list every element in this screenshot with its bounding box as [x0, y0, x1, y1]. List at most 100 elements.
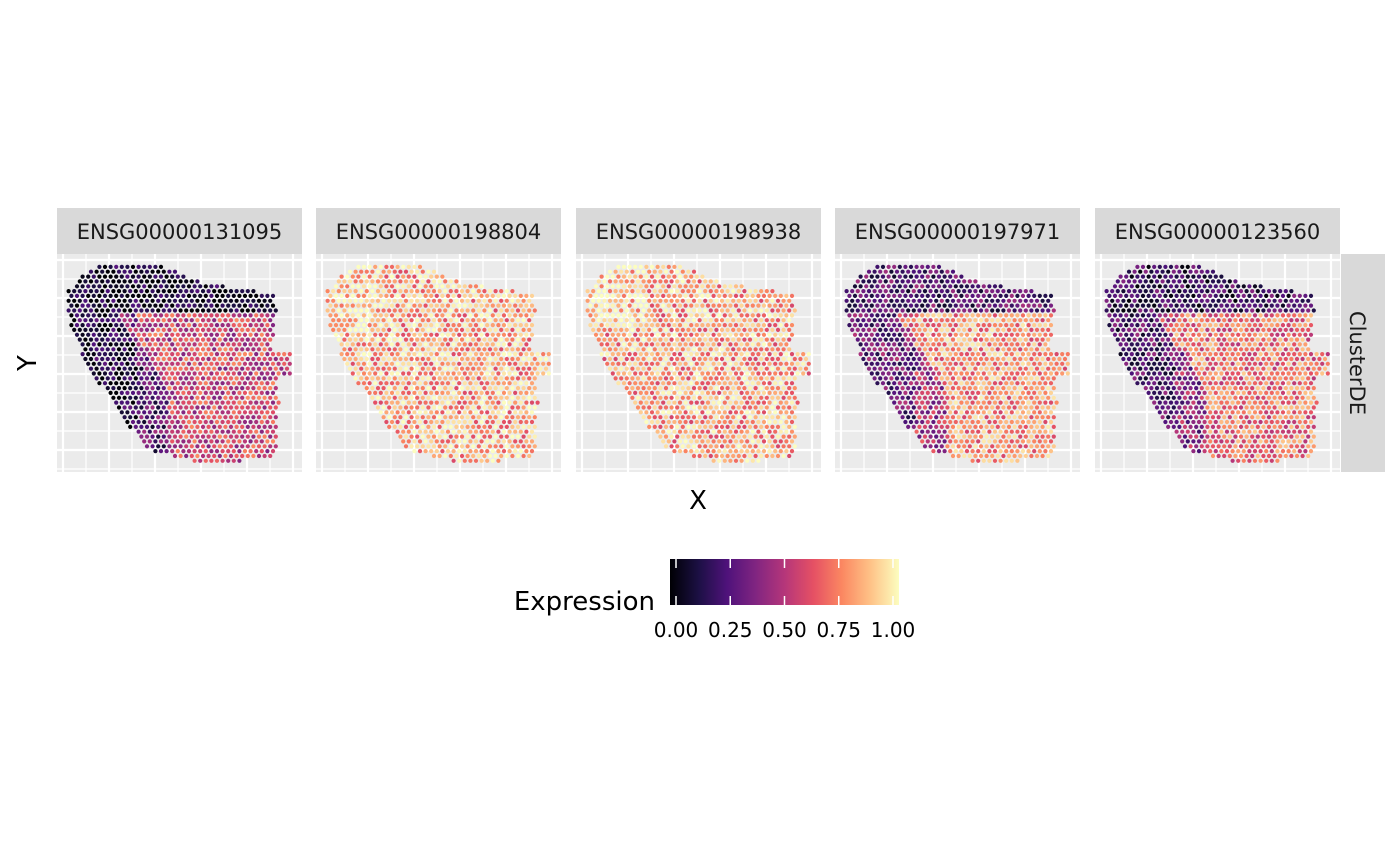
spot [761, 361, 767, 366]
spot [150, 347, 155, 352]
spot [1040, 386, 1045, 391]
spot [936, 293, 942, 298]
spot [276, 352, 281, 357]
spot [630, 279, 635, 284]
spot [680, 424, 685, 429]
spot [136, 390, 141, 395]
spot [663, 366, 669, 371]
spot [181, 429, 186, 434]
spot [728, 352, 733, 357]
spot [764, 289, 769, 294]
spot [147, 313, 152, 318]
spot [212, 308, 217, 313]
spot [114, 342, 119, 347]
spot [973, 376, 978, 381]
spot [883, 386, 888, 391]
spot [759, 395, 764, 400]
spot [742, 347, 747, 352]
spot [962, 453, 967, 459]
spot [633, 274, 638, 279]
spot [917, 366, 922, 371]
spot [527, 395, 532, 400]
spot [240, 337, 245, 342]
spot [395, 400, 400, 405]
spot [767, 410, 772, 415]
spot [731, 327, 736, 332]
spot [147, 400, 152, 405]
spot [116, 337, 122, 342]
spot [666, 274, 671, 279]
spot [655, 323, 660, 328]
spot [745, 381, 750, 386]
spot [515, 347, 521, 352]
spot [1023, 415, 1028, 420]
spot [167, 347, 172, 352]
spot [739, 458, 744, 463]
spot [259, 352, 264, 357]
spot [939, 308, 944, 313]
spot [479, 390, 484, 395]
spot [616, 361, 621, 366]
spot [756, 352, 761, 357]
spot [91, 323, 96, 328]
spot [990, 327, 995, 332]
spot [443, 356, 448, 362]
spot [739, 342, 744, 347]
spot [265, 381, 270, 386]
spot [931, 419, 936, 425]
spot [607, 289, 613, 294]
spot [630, 269, 635, 274]
spot [894, 279, 900, 284]
spot [892, 400, 897, 405]
facet-ENSG00000198804: ENSG00000198804 [316, 208, 561, 472]
spot [886, 303, 891, 308]
spot [443, 376, 448, 381]
spot [1012, 366, 1017, 371]
spot [471, 395, 476, 400]
spot [781, 356, 786, 362]
spot [953, 390, 958, 395]
spot [170, 381, 175, 386]
spot [691, 386, 697, 391]
spot [91, 371, 96, 376]
spot [613, 298, 618, 303]
spot [616, 313, 621, 318]
spot [373, 313, 378, 318]
spot [931, 400, 936, 405]
spot [953, 419, 958, 425]
spot [504, 308, 509, 313]
spot [627, 361, 632, 366]
spot [91, 303, 96, 308]
spot [136, 400, 141, 405]
spot [256, 424, 262, 429]
spot [139, 424, 144, 429]
spot [270, 293, 276, 298]
spot [248, 342, 253, 347]
spot [680, 366, 685, 371]
spot [513, 361, 518, 366]
spot [364, 356, 369, 362]
spot [153, 284, 158, 289]
spot [437, 289, 442, 294]
spot [102, 293, 108, 298]
spot [928, 347, 933, 352]
spot [445, 342, 451, 347]
spot [1046, 386, 1051, 391]
spot [273, 395, 278, 400]
spot [487, 376, 493, 381]
spot [499, 356, 504, 362]
spot [1040, 405, 1045, 410]
spot [908, 284, 914, 289]
spot [234, 395, 239, 400]
spot [1062, 366, 1068, 371]
spot [852, 293, 858, 298]
spot [462, 390, 467, 395]
spot [708, 444, 713, 449]
spot [931, 313, 936, 318]
spot [761, 352, 767, 357]
spot [130, 400, 136, 405]
spot [719, 395, 725, 400]
spot [1001, 298, 1006, 303]
spot [189, 405, 194, 410]
spot [717, 381, 722, 386]
